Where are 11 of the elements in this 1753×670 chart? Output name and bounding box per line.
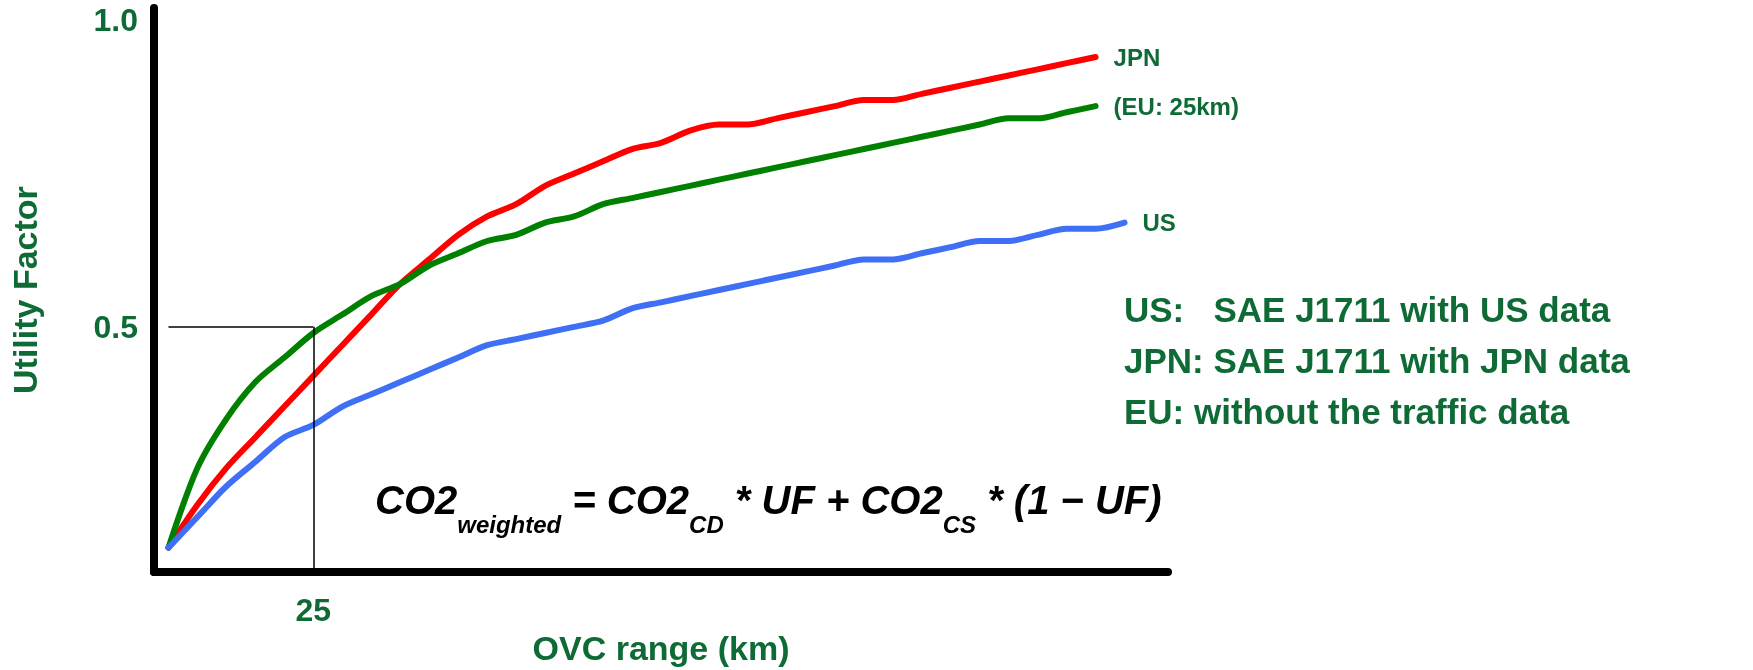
x-axis-title: OVC range (km): [532, 629, 790, 667]
y-tick-label: 1.0: [93, 2, 138, 39]
series-label: US: [1142, 209, 1176, 237]
y-axis-title: Utility Factor: [6, 186, 44, 394]
y-tick-label: 0.5: [93, 308, 138, 345]
annotation: US: SAE J1711 with US data: [1124, 290, 1611, 329]
annotation: EU: without the traffic data: [1124, 392, 1570, 431]
series-label: (EU: 25km): [1113, 92, 1239, 120]
x-tick-label: 25: [295, 592, 332, 629]
series-label: JPN: [1113, 43, 1161, 71]
annotation: JPN: SAE J1711 with JPN data: [1124, 341, 1631, 380]
